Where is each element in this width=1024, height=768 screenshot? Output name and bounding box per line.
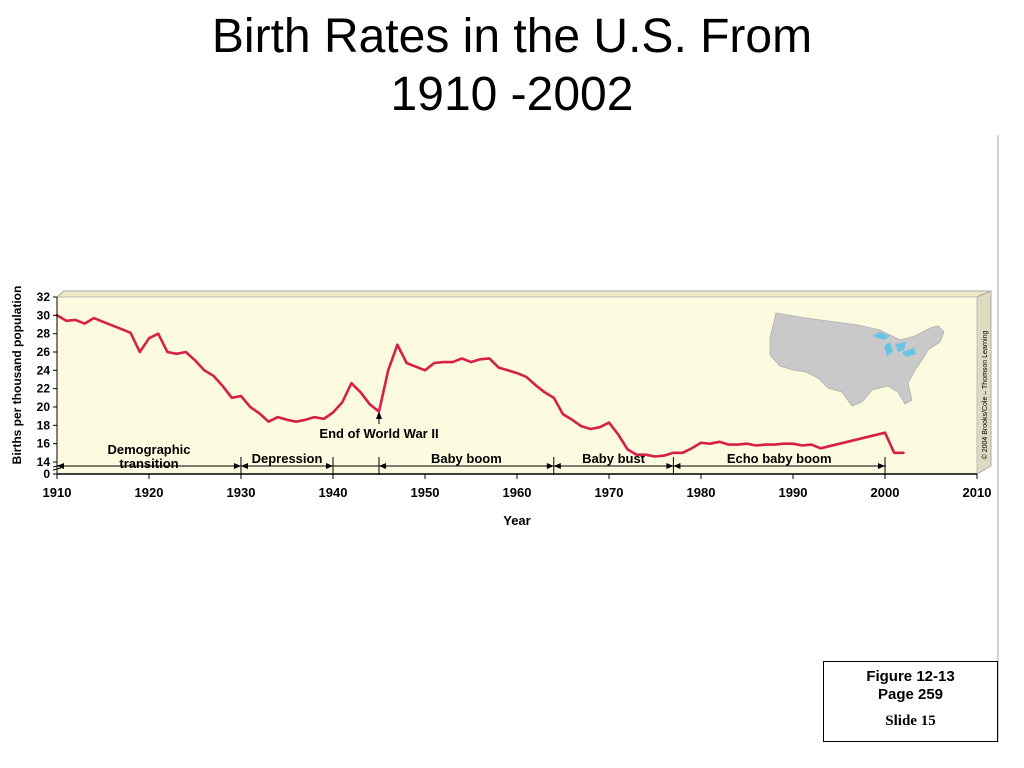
- era-arrowhead-right: [546, 463, 554, 469]
- x-tick-label: 1960: [503, 485, 532, 500]
- credit-text: © 2004 Brooks/Cole – Thomson Learning: [981, 331, 989, 460]
- slide-right-rule: [997, 135, 999, 743]
- era-arrowhead-right: [234, 463, 241, 469]
- usa-map-shape: [769, 312, 945, 407]
- x-tick-label: 1930: [227, 485, 256, 500]
- y-tick-label: 32: [37, 290, 51, 304]
- great-lakes-shape: [872, 332, 916, 357]
- y-tick-label: 28: [37, 327, 51, 341]
- chart-frame-top: [55, 290, 992, 298]
- birth-rate-series-line: [55, 313, 905, 458]
- y-tick-label: 30: [37, 308, 51, 322]
- y-tick-label: 20: [37, 400, 51, 414]
- usa-map-icon: [769, 312, 945, 407]
- slide-number: Slide 15: [885, 713, 936, 729]
- era-label: Demographic transition: [107, 442, 190, 471]
- figure-number: Figure 12-13: [866, 668, 955, 685]
- x-tick-label: 1980: [687, 485, 716, 500]
- y-tick-label: 24: [37, 363, 51, 377]
- y-axis-break-mark: [52, 464, 62, 468]
- era-label: Baby boom: [431, 451, 502, 466]
- era-arrowhead-left: [673, 463, 681, 469]
- x-tick-label: 1940: [319, 485, 348, 500]
- x-tick-label: 1950: [411, 485, 440, 500]
- era-arrowhead-left: [57, 463, 64, 469]
- figure-reference-box: Figure 12-13 Page 259 Slide 15: [823, 661, 998, 742]
- wwii-annotation: End of World War II: [319, 426, 438, 441]
- x-tick-label: 1990: [779, 485, 808, 500]
- y-tick-label: 0: [43, 467, 50, 481]
- slide-title-line1: Birth Rates in the U.S. From: [211, 10, 813, 63]
- series-layer: [55, 313, 905, 458]
- x-tick-label: 1920: [135, 485, 164, 500]
- x-tick-label: 1910: [43, 485, 72, 500]
- axes: 014 16 18 20 22 24 26 28 30 32 1910 1920 1930 1940 195…: [37, 290, 992, 500]
- era-arrowhead-left: [241, 463, 248, 469]
- x-tick-label: 2000: [871, 485, 900, 500]
- slide-title: Birth Rates in the U.S. From 1910 -2002: [0, 8, 1024, 124]
- y-tick-label: 26: [37, 345, 51, 359]
- slide-title-line2: 1910 -2002: [390, 68, 634, 121]
- wwii-arrowhead: [376, 411, 382, 419]
- y-tick-label: 14: [37, 455, 51, 469]
- page-number: Page 259: [877, 686, 944, 703]
- y-tick-label: 22: [37, 382, 51, 396]
- era-label: Depression: [252, 451, 323, 466]
- era-annotations: Demographic transition Depression Baby boom…: [56, 411, 886, 475]
- era-arrowhead-right: [326, 463, 333, 469]
- x-tick-label: 1970: [595, 485, 624, 500]
- y-axis-label: Births per thousand population: [10, 286, 24, 465]
- era-arrowhead-left: [553, 463, 561, 469]
- era-arrowhead-left: [379, 463, 386, 469]
- y-axis-break-mark: [52, 467, 62, 471]
- era-arrowhead-right: [878, 463, 885, 469]
- era-label: Baby bust: [582, 451, 646, 466]
- x-tick-label: 2010: [963, 485, 992, 500]
- x-axis-label: Year: [503, 513, 530, 528]
- y-tick-label: 16: [37, 437, 51, 451]
- era-arrowhead-right: [666, 463, 674, 469]
- era-label: Echo baby boom: [727, 451, 832, 466]
- y-tick-label: 18: [37, 418, 51, 432]
